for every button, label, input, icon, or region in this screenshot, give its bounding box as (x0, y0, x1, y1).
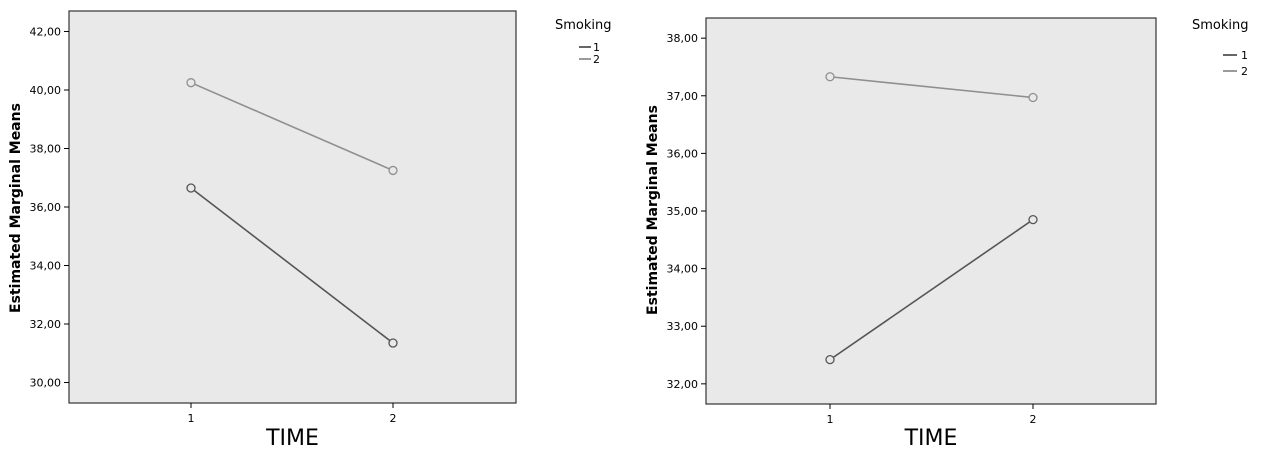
chart-1-legend-label-2: 2 (593, 53, 600, 66)
chart-2-series-2-point (825, 72, 835, 82)
chart-2-legend-title: Smoking (1192, 18, 1249, 33)
chart-1-y-tick-label: 36,00 (30, 201, 62, 214)
chart-1-series-2-point (388, 165, 398, 176)
chart-2-x-tick-label: 2 (1030, 413, 1037, 426)
chart-2-plot-frame (705, 17, 1157, 405)
chart-2-x-tick-label: 1 (827, 413, 834, 426)
chart-2-series-1-point (825, 354, 835, 365)
chart-1-y-tick-label: 30,00 (30, 377, 62, 390)
chart-1-y-tick-label: 34,00 (30, 260, 62, 273)
chart-2-y-tick-label: 38,00 (667, 32, 699, 45)
chart-1-x-tick-label: 2 (390, 412, 397, 425)
chart-1-series-2-line (190, 81, 394, 172)
chart-1-plot-frame (68, 10, 517, 404)
chart-2-series-2-point (1028, 92, 1038, 103)
chart-2-legend-label-1: 1 (1241, 49, 1248, 62)
chart-1-legend-title: Smoking (555, 18, 612, 33)
chart-2-y-tick-label: 37,00 (667, 90, 699, 103)
chart-1-series-1-point (388, 338, 398, 348)
chart-1-y-tick-label: 42,00 (30, 25, 62, 38)
chart-2-y-tick-label: 34,00 (667, 263, 699, 276)
chart-1-series-2-point (186, 78, 196, 88)
chart-2-series-2-line (829, 75, 1034, 99)
chart-2-y-tick-label: 36,00 (667, 147, 699, 160)
chart-2-x-axis-title: TIME (904, 426, 958, 450)
chart-1-x-axis-title: TIME (265, 426, 319, 450)
chart-2-series-1-point (1028, 214, 1038, 225)
chart-1-series-1-line (190, 187, 394, 344)
chart-1-y-tick-label: 32,00 (30, 318, 62, 331)
chart-1-y-tick-label: 40,00 (30, 84, 62, 97)
chart-2-y-axis-title: Estimated Marginal Means (645, 105, 661, 315)
chart-1-series-1-point (186, 183, 196, 193)
chart-2-legend-label-2: 2 (1241, 65, 1248, 78)
chart-2-y-tick-label: 35,00 (667, 205, 699, 218)
chart-2-y-tick-label: 33,00 (667, 320, 699, 333)
chart-1-y-tick-label: 38,00 (30, 142, 62, 155)
chart-2-series-1-line (829, 218, 1034, 361)
chart-1-y-axis-title: Estimated Marginal Means (8, 103, 24, 313)
chart-1-legend-label-1: 1 (593, 41, 600, 54)
chart-2-y-tick-label: 32,00 (667, 378, 699, 391)
chart-1-x-tick-label: 1 (188, 412, 195, 425)
